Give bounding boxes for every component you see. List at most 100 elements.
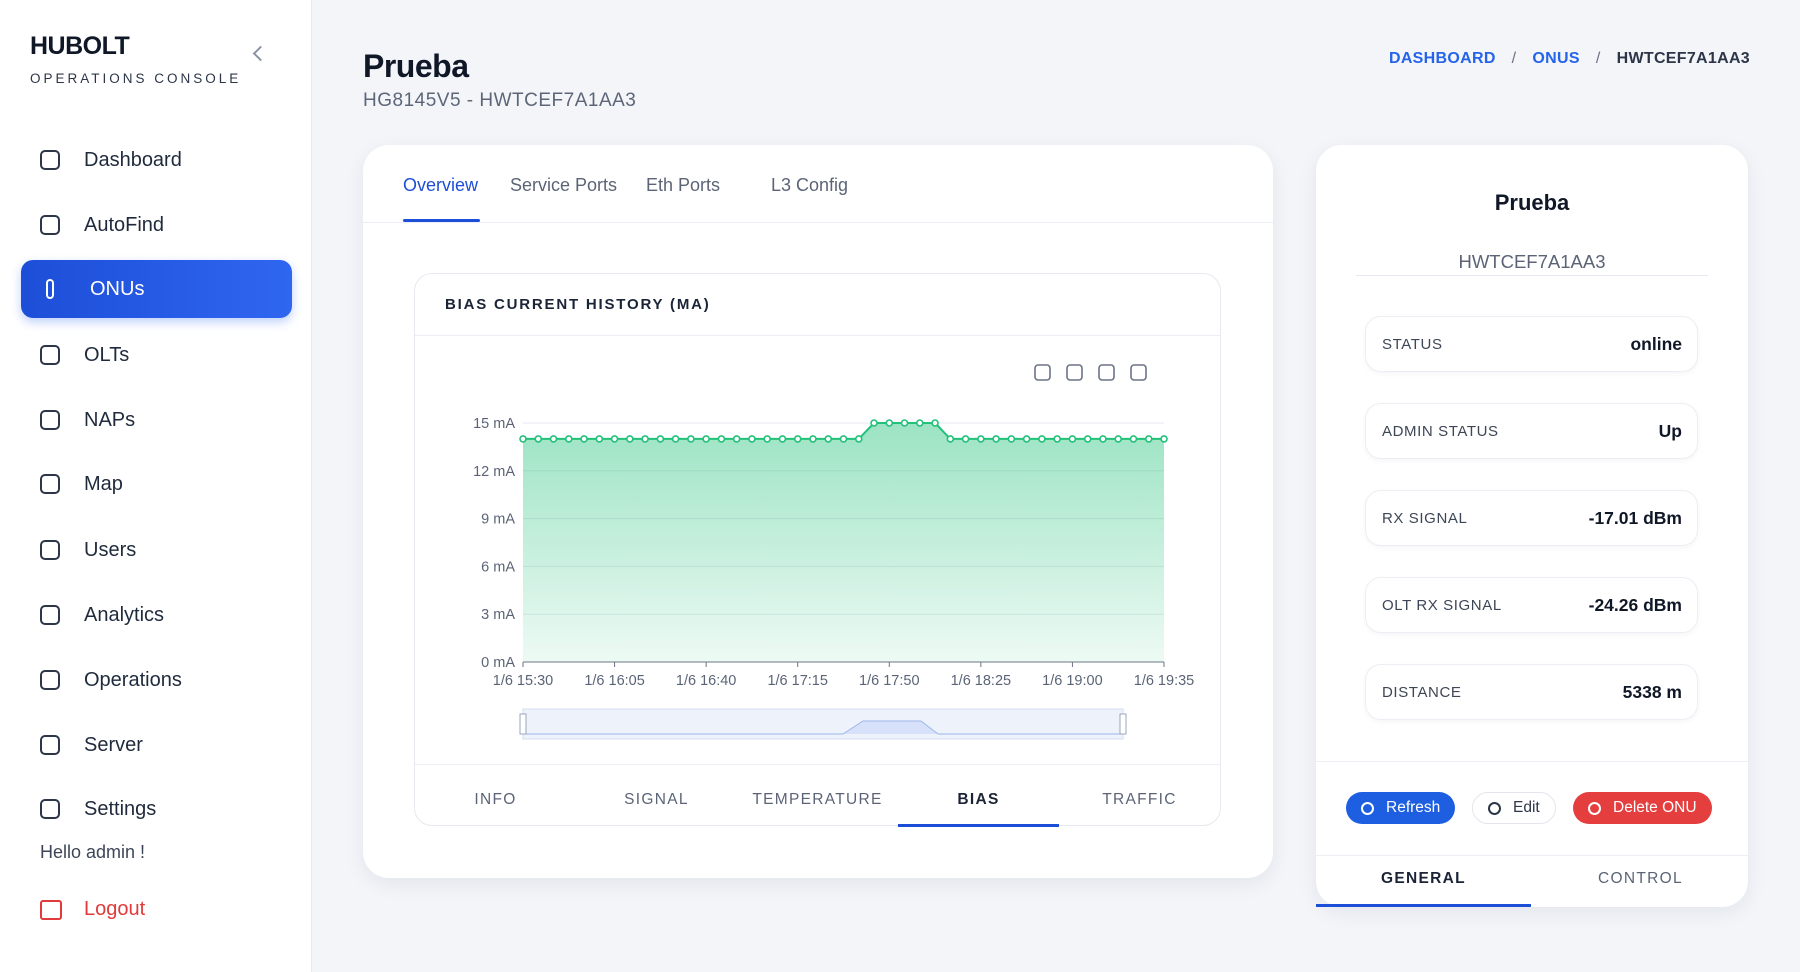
- point: [1144, 435, 1153, 443]
- action-button[interactable]: Edit: [1472, 792, 1556, 824]
- x-tick-label: 1/6 18:25: [951, 673, 1011, 689]
- device-tab[interactable]: GENERAL: [1381, 870, 1466, 887]
- action-button[interactable]: Refresh: [1346, 792, 1456, 824]
- nav-item[interactable]: Dashboard: [21, 131, 292, 189]
- nav-item[interactable]: Server: [21, 716, 292, 774]
- chart-tab[interactable]: TRAFFIC: [1102, 791, 1177, 808]
- chart-tab[interactable]: SIGNAL: [624, 791, 689, 808]
- logout[interactable]: Logout: [40, 898, 145, 921]
- chart-card: BIAS CURRENT HISTORY (MA) 0 mA 3 mA 6 mA 9 m…: [414, 273, 1221, 827]
- chart-tabs-divider: [415, 764, 1220, 765]
- greeting: Hello admin !: [40, 842, 146, 862]
- toolbox-icon[interactable]: [1130, 364, 1147, 381]
- nav-label: Operations: [84, 668, 182, 691]
- page-title: Prueba: [363, 48, 469, 84]
- chart-tab[interactable]: TEMPERATURE: [752, 791, 883, 808]
- x-tick-label: 1/6 19:00: [1042, 673, 1102, 689]
- nav-label: Dashboard: [84, 148, 182, 171]
- nav-item[interactable]: Users: [21, 521, 292, 579]
- x-tick-label: 1/6 16:05: [584, 673, 644, 689]
- action-button[interactable]: Delete ONU: [1573, 792, 1712, 824]
- info-field: RX SIGNAL -17.01 dBm: [1365, 490, 1698, 546]
- button-icon: [1488, 801, 1501, 815]
- button-icon: [1588, 801, 1601, 815]
- point: [763, 435, 771, 443]
- nav-icon: [40, 670, 60, 690]
- breadcrumb-sep: /: [1511, 50, 1517, 67]
- area: [523, 423, 1164, 662]
- point: [778, 435, 787, 443]
- nav-item[interactable]: Map: [21, 455, 292, 513]
- page-subtitle: HG8145V5 - HWTCEF7A1AA3: [363, 90, 637, 111]
- point: [824, 435, 833, 443]
- collapse-button[interactable]: [252, 45, 269, 62]
- x-tick-label: 1/6 15:30: [493, 673, 553, 689]
- point: [1099, 435, 1107, 443]
- tab[interactable]: Eth Ports: [646, 175, 721, 195]
- point: [656, 435, 665, 443]
- point: [839, 435, 848, 443]
- field-label: OLT RX SIGNAL: [1382, 597, 1502, 614]
- device-card: Prueba HWTCEF7A1AA3 STATUS online ADMIN STAT…: [1316, 145, 1748, 907]
- nav-item[interactable]: OLTs: [21, 326, 292, 384]
- info-field: STATUS online: [1365, 316, 1698, 372]
- tab[interactable]: Service Ports: [510, 175, 618, 195]
- field-value: 5338 m: [1622, 682, 1682, 702]
- main-card: Overview Service Ports Eth Ports L3 Config B…: [363, 145, 1273, 878]
- button-label: Delete ONU: [1613, 799, 1697, 816]
- chart: 0 mA 3 mA 6 mA 9 mA 12 mA 15 mA 1/6 15:30 1/6 1…: [473, 364, 1194, 740]
- toolbox-icon[interactable]: [1098, 364, 1115, 381]
- point: [732, 435, 741, 443]
- point: [992, 435, 1000, 443]
- point: [748, 435, 756, 443]
- breadcrumb-link[interactable]: DASHBOARD: [1388, 50, 1496, 67]
- nav-item[interactable]: ONUs: [21, 260, 292, 318]
- breadcrumb: DASHBOARD / ONUS / HWTCEF7A1AA3: [1389, 50, 1750, 68]
- nav-icon: [40, 605, 60, 625]
- point: [1038, 435, 1046, 443]
- x-tick-label: 1/6 16:40: [676, 673, 736, 689]
- chart-title: BIAS CURRENT HISTORY (MA): [445, 296, 711, 313]
- nav-item[interactable]: AutoFind: [21, 196, 292, 254]
- brand: HUBOLT: [30, 32, 130, 60]
- point: [671, 435, 680, 443]
- nav-item[interactable]: Settings: [21, 780, 292, 838]
- point: [1160, 435, 1168, 443]
- chart-divider: [415, 335, 1220, 336]
- zoom-handle[interactable]: [1119, 713, 1127, 735]
- field-label: DISTANCE: [1382, 684, 1462, 701]
- nav-item[interactable]: Operations: [21, 651, 292, 709]
- breadcrumb-current: HWTCEF7A1AA3: [1616, 50, 1750, 67]
- nav-icon: [40, 410, 60, 430]
- point: [641, 435, 649, 443]
- field-value: Up: [1658, 421, 1682, 441]
- info-field: ADMIN STATUS Up: [1365, 403, 1698, 459]
- device-tab[interactable]: CONTROL: [1598, 870, 1683, 887]
- tab[interactable]: L3 Config: [771, 175, 849, 195]
- x-tick-label: 1/6 17:50: [859, 673, 919, 689]
- point: [1022, 435, 1031, 443]
- y-tick-label: 9 mA: [481, 512, 515, 528]
- point: [534, 435, 543, 443]
- toolbox-icon[interactable]: [1034, 364, 1051, 381]
- field-value: -24.26 dBm: [1588, 595, 1682, 615]
- device-serial: HWTCEF7A1AA3: [1458, 251, 1606, 272]
- breadcrumb-link[interactable]: ONUS: [1532, 50, 1580, 67]
- chart-tab[interactable]: BIAS: [957, 791, 1000, 808]
- zoom-handle[interactable]: [519, 713, 527, 735]
- nav-item[interactable]: NAPs: [21, 391, 292, 449]
- nav-label: OLTs: [84, 343, 130, 366]
- nav-label: ONUs: [90, 277, 145, 300]
- point: [626, 435, 634, 443]
- tab[interactable]: Overview: [403, 175, 479, 195]
- button-icon: [1361, 801, 1374, 815]
- field-value: -17.01 dBm: [1588, 508, 1682, 528]
- nav-item[interactable]: Analytics: [21, 586, 292, 644]
- chart-tab[interactable]: INFO: [474, 791, 517, 808]
- toolbox-icon[interactable]: [1066, 364, 1083, 381]
- nav-label: Server: [84, 733, 143, 756]
- point: [717, 435, 726, 443]
- point: [793, 435, 802, 443]
- nav-icon: [40, 345, 60, 365]
- nav-icon: [40, 474, 60, 494]
